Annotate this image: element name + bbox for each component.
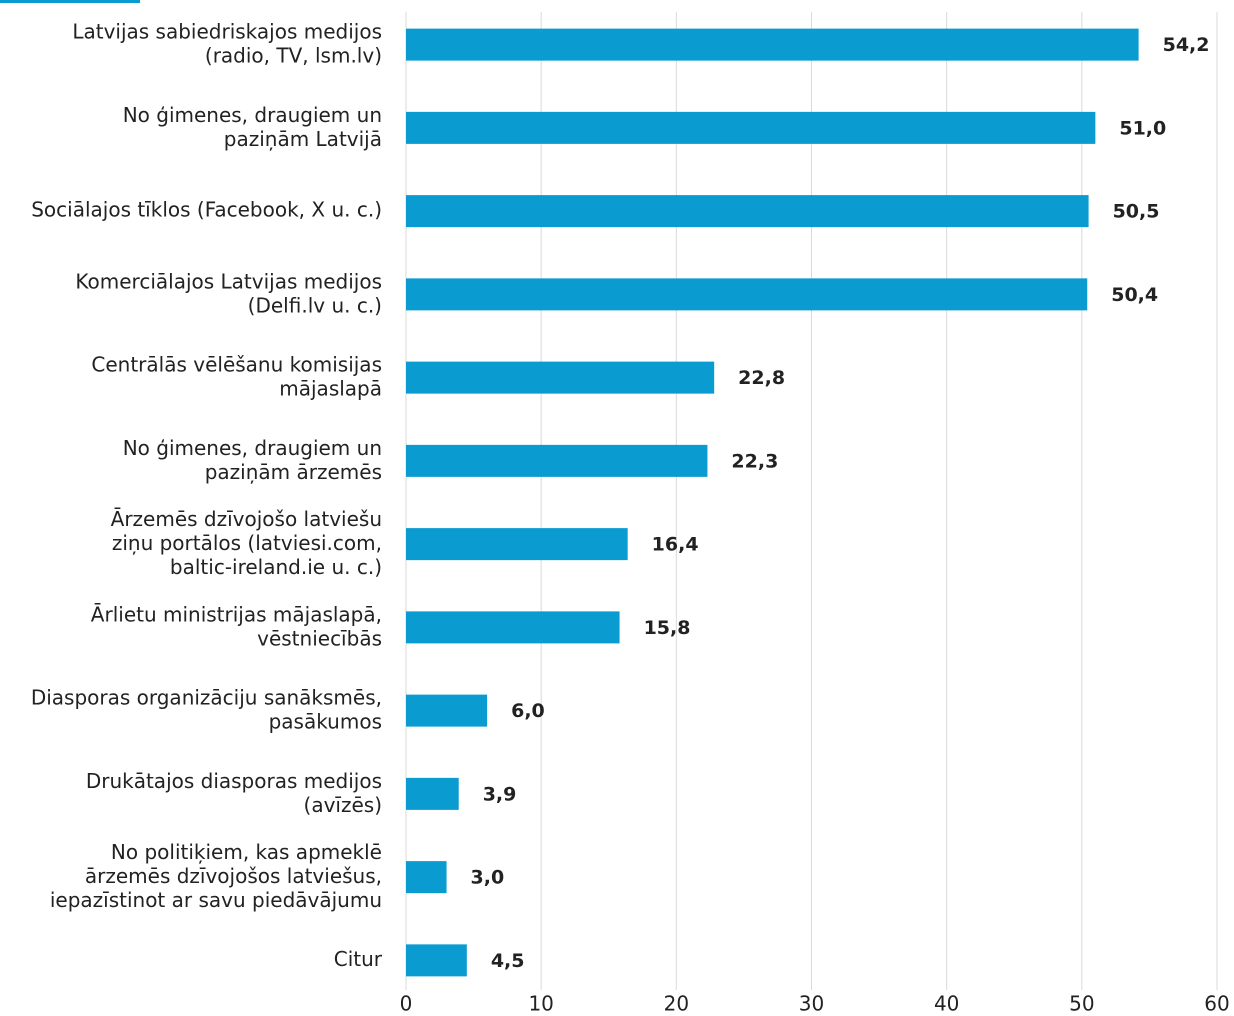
bar xyxy=(406,444,708,477)
bar xyxy=(406,278,1088,311)
y-tick-label: Sociālajos tīklos (Facebook, X u. c.) xyxy=(31,198,382,222)
y-tick-label: No ģimenes, draugiem un paziņām ārzemēs xyxy=(123,435,382,483)
value-label: 22,3 xyxy=(731,450,778,472)
x-tick-label: 40 xyxy=(934,992,959,1016)
y-tick-label: Komerciālajos Latvijas medijos (Delfi.lv … xyxy=(75,269,382,317)
y-tick-label: Citur xyxy=(334,947,383,971)
x-tick-label: 50 xyxy=(1069,992,1094,1016)
value-label: 50,5 xyxy=(1113,201,1160,223)
x-tick-label: 10 xyxy=(528,992,553,1016)
value-label: 50,4 xyxy=(1111,284,1158,306)
bar xyxy=(406,361,715,394)
bar xyxy=(406,777,459,810)
value-label: 16,4 xyxy=(652,534,699,556)
bar xyxy=(406,611,620,644)
value-label: 6,0 xyxy=(511,700,545,722)
y-tick-label: Centrālās vēlēšanu komisijas mājaslapā xyxy=(91,352,382,400)
bar xyxy=(406,694,488,727)
value-label: 54,2 xyxy=(1163,34,1210,56)
bar xyxy=(406,111,1096,144)
x-tick-label: 60 xyxy=(1204,992,1229,1016)
y-tick-label: Diasporas organizāciju sanāksmēs, pasākum… xyxy=(31,685,382,733)
bar xyxy=(406,195,1089,228)
y-tick-label: Latvijas sabiedriskajos medijos (radio, T… xyxy=(72,19,382,67)
x-tick-label: 30 xyxy=(799,992,824,1016)
bar xyxy=(406,528,628,561)
value-label: 15,8 xyxy=(644,617,691,639)
value-label: 3,9 xyxy=(483,783,517,805)
value-label: 4,5 xyxy=(491,950,525,972)
bar xyxy=(406,861,447,894)
y-tick-label: Ārlietu ministrijas mājaslapā, vēstniecīb… xyxy=(91,602,382,650)
y-tick-label: No ģimenes, draugiem un paziņām Latvijā xyxy=(123,102,382,150)
decor-line xyxy=(0,0,140,3)
bar xyxy=(406,944,467,977)
x-tick-label: 0 xyxy=(400,992,413,1016)
value-label: 3,0 xyxy=(471,867,505,889)
y-tick-label: Ārzemēs dzīvojošo latviešu ziņu portālos … xyxy=(111,507,382,579)
value-label: 51,0 xyxy=(1119,117,1166,139)
x-tick-label: 20 xyxy=(664,992,689,1016)
bar xyxy=(406,28,1139,61)
y-tick-label: Drukātajos diasporas medijos (avīzēs) xyxy=(86,768,382,816)
value-label: 22,8 xyxy=(738,367,785,389)
y-tick-label: No politiķiem, kas apmeklē ārzemēs dzīvoj… xyxy=(50,840,382,912)
